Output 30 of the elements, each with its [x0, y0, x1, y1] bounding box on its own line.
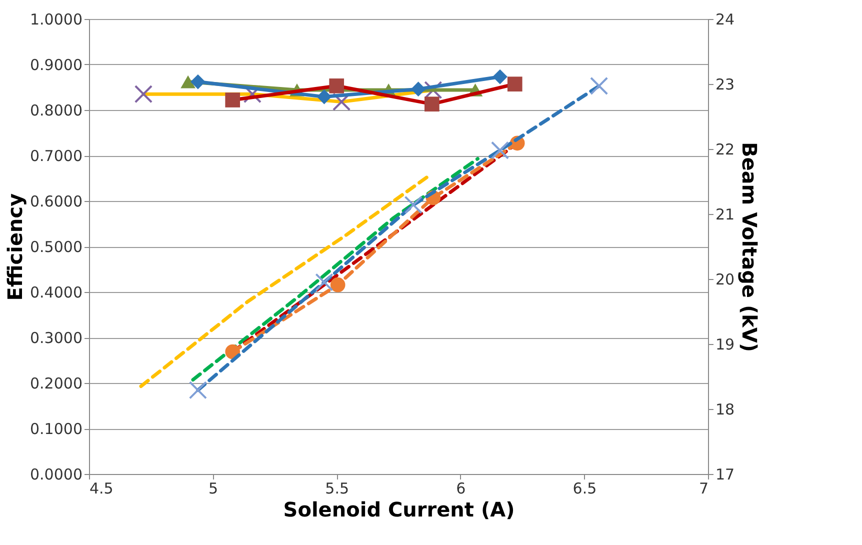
- y-tick-label: 0.3000: [30, 329, 82, 347]
- x-axis-title: Solenoid Current (A): [283, 498, 515, 522]
- y-tick-label: 0.9000: [30, 56, 82, 74]
- line-series: [139, 174, 430, 388]
- x-tick-label: 7: [698, 480, 708, 498]
- y-tick-label: 0.1000: [30, 420, 82, 438]
- y-axis-title: Efficiency: [3, 193, 28, 301]
- line-series: [191, 157, 480, 382]
- y2-tick-label: 22: [716, 140, 735, 158]
- x-tick-label: 6.5: [572, 480, 597, 498]
- y-tick-label: 0.7000: [30, 147, 82, 165]
- y2-tick-label: 20: [716, 270, 735, 288]
- y-tick-label: 0.6000: [30, 192, 82, 210]
- x-tick-label: 4.5: [90, 480, 114, 498]
- x-tick-label: 6: [456, 480, 466, 498]
- y2-axis-title: Beam Voltage (kV): [738, 142, 762, 352]
- y2-tick-label: 21: [716, 206, 735, 224]
- y-tick-label: 0.5000: [30, 238, 82, 256]
- y-tick-label: 0.2000: [30, 374, 82, 392]
- y-tick-label: 0.0000: [30, 466, 82, 484]
- y-tick-label: 0.4000: [30, 284, 82, 302]
- x-tick-label: 5.5: [325, 480, 350, 498]
- y2-tick-label: 19: [716, 336, 735, 354]
- y-tick-label: 0.8000: [30, 102, 82, 120]
- y2-tick-label: 17: [716, 466, 735, 484]
- y2-tick-label: 18: [716, 400, 735, 418]
- x-tick-label: 5: [208, 480, 218, 498]
- y2-tick-label: 23: [716, 76, 735, 94]
- y2-tick-label: 24: [716, 10, 735, 28]
- y-tick-label: 1.0000: [30, 10, 82, 28]
